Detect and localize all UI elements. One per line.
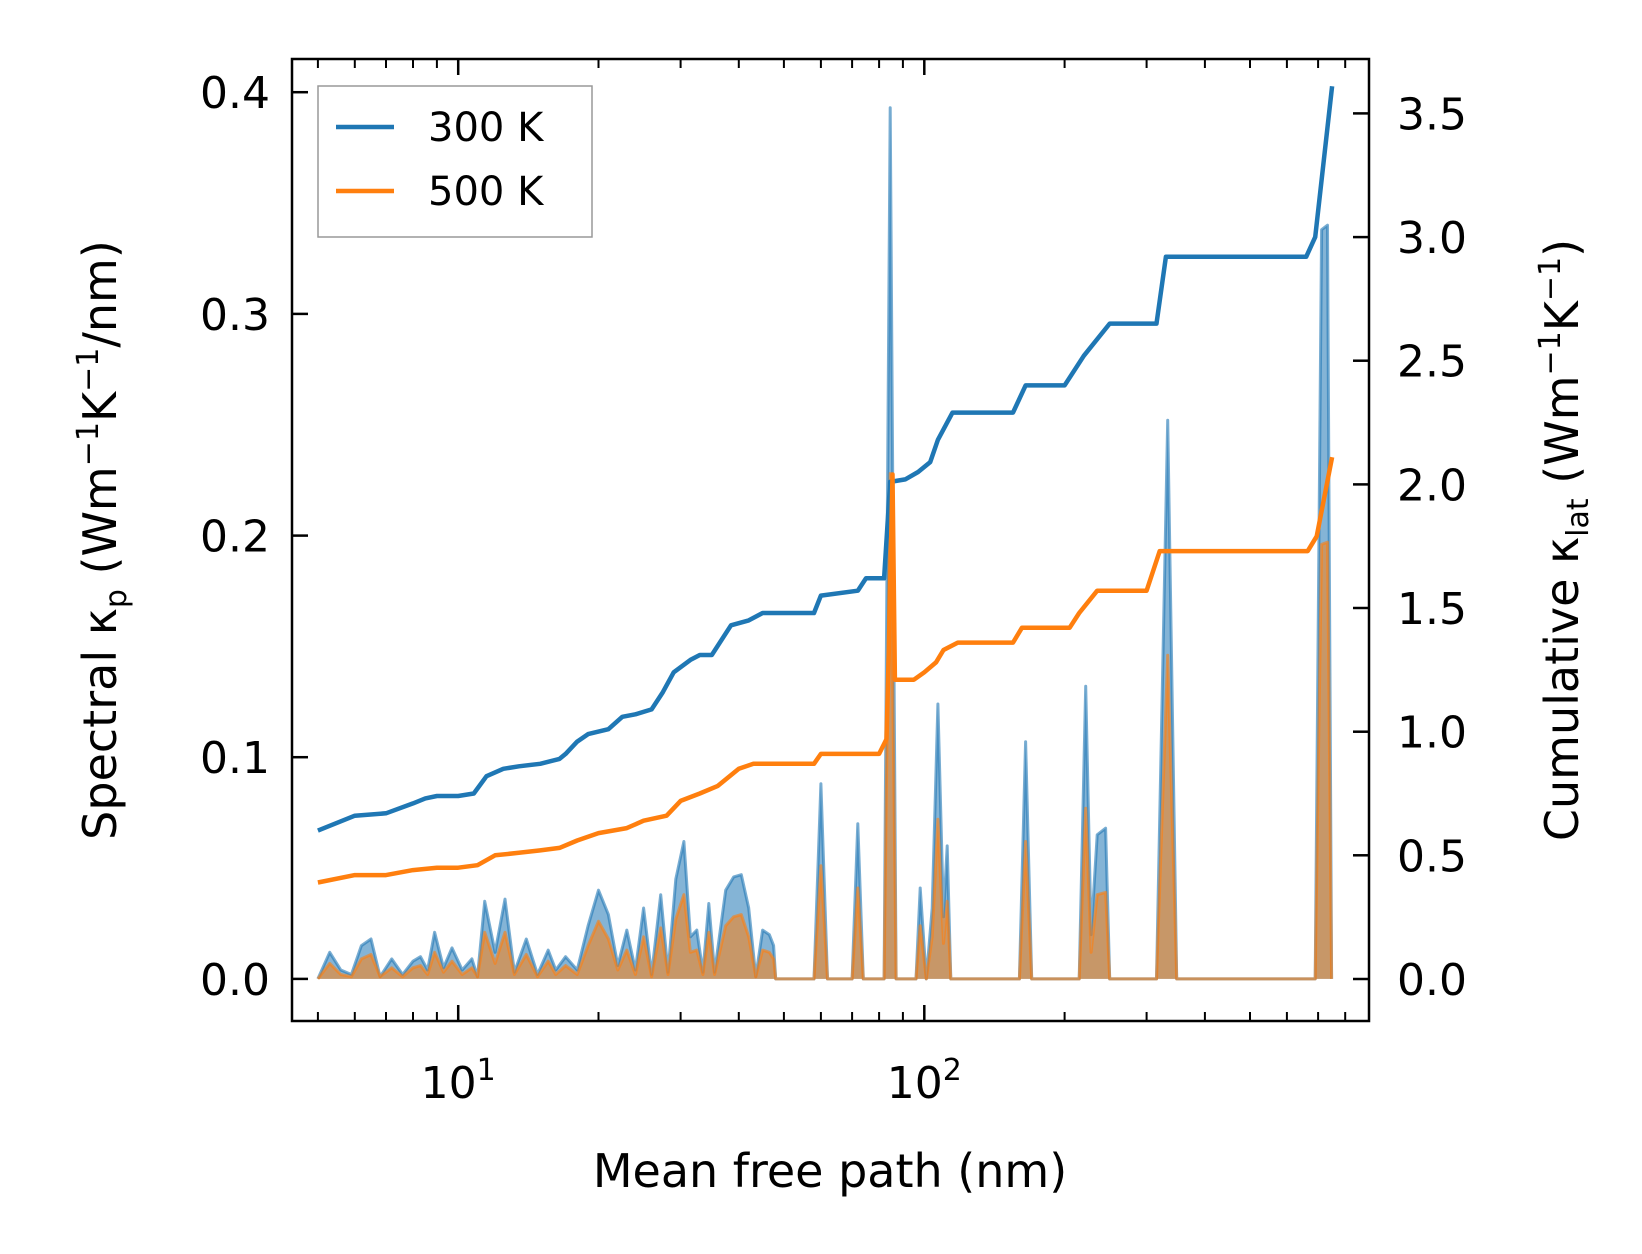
right-y-tick-label: 1.5	[1397, 584, 1467, 635]
left-y-tick-label: 0.2	[200, 512, 270, 563]
left-y-tick-label: 0.3	[200, 290, 270, 341]
right-y-tick-label: 0.5	[1397, 831, 1467, 882]
ticks-layer: 101 102 0.0 0.1 0.2 0.3 0.4 0.0 0.5 1.0 1.5 2.0 2.5 3…	[200, 59, 1467, 1109]
left-y-tick-label: 0.1	[200, 733, 270, 784]
cumulative-line-300-k	[317, 85, 1335, 833]
right-y-tick-label: 2.5	[1397, 337, 1467, 388]
legend-label-300k: 300 K	[428, 105, 545, 151]
legend-box	[317, 85, 593, 238]
spectral-line-500-k-spectral	[316, 472, 1334, 981]
right-y-tick-label: 2.0	[1397, 460, 1467, 511]
legend-label-500k: 500 K	[428, 169, 545, 215]
x-tick-label: 101	[421, 1053, 496, 1109]
spectral-layer	[316, 106, 1334, 981]
plot-frame	[290, 57, 1371, 1023]
right-y-tick-label: 1.0	[1397, 708, 1467, 759]
left-y-tick-label: 0.4	[200, 68, 270, 119]
legend: 300 K 500 K	[317, 85, 593, 238]
right-y-tick-label: 3.0	[1397, 213, 1467, 264]
right-y-tick-label: 3.5	[1397, 89, 1467, 140]
spectral-line-300-k-spectral	[316, 106, 1334, 981]
x-axis-label: Mean free path (nm)	[593, 1144, 1067, 1198]
left-axis-label: Spectral κp (Wm−1K−1/nm)	[71, 240, 134, 840]
right-y-tick-label: 0.0	[1397, 955, 1467, 1006]
cumulative-line-500-k	[317, 456, 1335, 885]
x-tick-label: 102	[887, 1053, 962, 1109]
right-axis-label: Cumulative κlat (Wm−1K−1)	[1533, 239, 1596, 841]
left-y-tick-label: 0.0	[200, 955, 270, 1006]
cumulative-layer	[317, 85, 1335, 885]
